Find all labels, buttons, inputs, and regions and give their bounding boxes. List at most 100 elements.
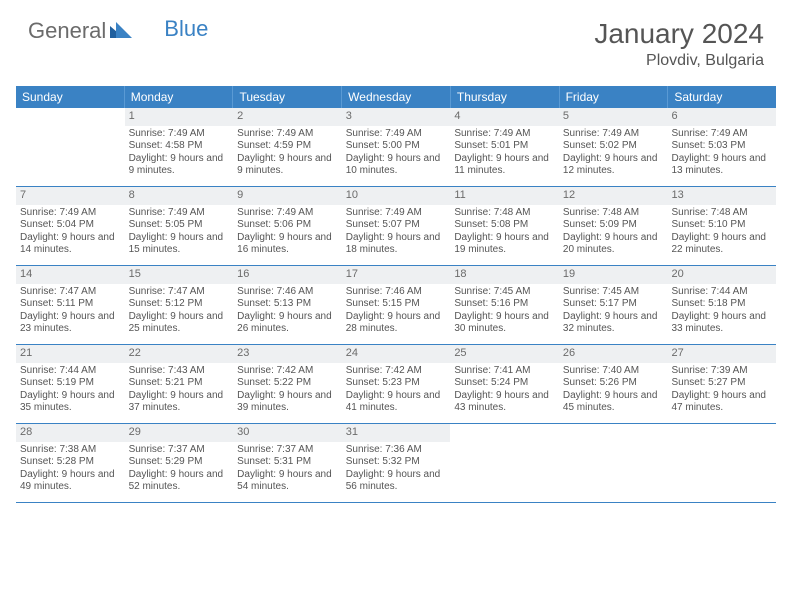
daylight-text: Daylight: 9 hours and 16 minutes.	[237, 232, 338, 257]
sunrise-text: Sunrise: 7:42 AM	[346, 365, 447, 378]
daylight-text: Daylight: 9 hours and 30 minutes.	[454, 311, 555, 336]
day-number: 19	[559, 266, 668, 284]
sunrise-text: Sunrise: 7:49 AM	[346, 128, 447, 141]
week-row: .1Sunrise: 7:49 AMSunset: 4:58 PMDayligh…	[16, 108, 776, 187]
day-number: 5	[559, 108, 668, 126]
weekday-thursday: Thursday	[451, 86, 560, 108]
sunset-text: Sunset: 5:09 PM	[563, 219, 664, 232]
day-cell: 7Sunrise: 7:49 AMSunset: 5:04 PMDaylight…	[16, 187, 125, 265]
day-number: 30	[233, 424, 342, 442]
day-number: 28	[16, 424, 125, 442]
day-cell: 22Sunrise: 7:43 AMSunset: 5:21 PMDayligh…	[125, 345, 234, 423]
day-body: Sunrise: 7:49 AMSunset: 5:00 PMDaylight:…	[342, 126, 451, 182]
sunset-text: Sunset: 4:59 PM	[237, 140, 338, 153]
day-body: Sunrise: 7:49 AMSunset: 4:58 PMDaylight:…	[125, 126, 234, 182]
day-body: Sunrise: 7:49 AMSunset: 5:05 PMDaylight:…	[125, 205, 234, 261]
day-number: 20	[667, 266, 776, 284]
day-number: 29	[125, 424, 234, 442]
sunset-text: Sunset: 5:02 PM	[563, 140, 664, 153]
day-number: 10	[342, 187, 451, 205]
day-cell: 23Sunrise: 7:42 AMSunset: 5:22 PMDayligh…	[233, 345, 342, 423]
sunrise-text: Sunrise: 7:48 AM	[563, 207, 664, 220]
day-body: Sunrise: 7:46 AMSunset: 5:13 PMDaylight:…	[233, 284, 342, 340]
day-number: 17	[342, 266, 451, 284]
sunset-text: Sunset: 5:12 PM	[129, 298, 230, 311]
sunrise-text: Sunrise: 7:41 AM	[454, 365, 555, 378]
daylight-text: Daylight: 9 hours and 19 minutes.	[454, 232, 555, 257]
sunset-text: Sunset: 5:16 PM	[454, 298, 555, 311]
day-cell: 16Sunrise: 7:46 AMSunset: 5:13 PMDayligh…	[233, 266, 342, 344]
day-number: 9	[233, 187, 342, 205]
day-number: 11	[450, 187, 559, 205]
day-body: Sunrise: 7:37 AMSunset: 5:31 PMDaylight:…	[233, 442, 342, 498]
day-cell: 11Sunrise: 7:48 AMSunset: 5:08 PMDayligh…	[450, 187, 559, 265]
day-cell: .	[16, 108, 125, 186]
day-number: 21	[16, 345, 125, 363]
sunset-text: Sunset: 5:13 PM	[237, 298, 338, 311]
sunset-text: Sunset: 5:08 PM	[454, 219, 555, 232]
day-cell: 14Sunrise: 7:47 AMSunset: 5:11 PMDayligh…	[16, 266, 125, 344]
day-cell: 6Sunrise: 7:49 AMSunset: 5:03 PMDaylight…	[667, 108, 776, 186]
sunrise-text: Sunrise: 7:39 AM	[671, 365, 772, 378]
day-cell: .	[450, 424, 559, 502]
day-body: Sunrise: 7:49 AMSunset: 5:04 PMDaylight:…	[16, 205, 125, 261]
sunset-text: Sunset: 5:21 PM	[129, 377, 230, 390]
day-body: Sunrise: 7:45 AMSunset: 5:16 PMDaylight:…	[450, 284, 559, 340]
sunset-text: Sunset: 5:22 PM	[237, 377, 338, 390]
weekday-wednesday: Wednesday	[342, 86, 451, 108]
sunset-text: Sunset: 5:28 PM	[20, 456, 121, 469]
sunrise-text: Sunrise: 7:47 AM	[20, 286, 121, 299]
day-body: Sunrise: 7:38 AMSunset: 5:28 PMDaylight:…	[16, 442, 125, 498]
sunset-text: Sunset: 5:07 PM	[346, 219, 447, 232]
daylight-text: Daylight: 9 hours and 54 minutes.	[237, 469, 338, 494]
day-cell: 29Sunrise: 7:37 AMSunset: 5:29 PMDayligh…	[125, 424, 234, 502]
day-cell: 15Sunrise: 7:47 AMSunset: 5:12 PMDayligh…	[125, 266, 234, 344]
location: Plovdiv, Bulgaria	[594, 52, 764, 70]
sunset-text: Sunset: 5:06 PM	[237, 219, 338, 232]
day-cell: 27Sunrise: 7:39 AMSunset: 5:27 PMDayligh…	[667, 345, 776, 423]
daylight-text: Daylight: 9 hours and 13 minutes.	[671, 153, 772, 178]
day-body: Sunrise: 7:49 AMSunset: 4:59 PMDaylight:…	[233, 126, 342, 182]
day-number: 1	[125, 108, 234, 126]
sunrise-text: Sunrise: 7:48 AM	[671, 207, 772, 220]
day-body: Sunrise: 7:37 AMSunset: 5:29 PMDaylight:…	[125, 442, 234, 498]
sunset-text: Sunset: 5:01 PM	[454, 140, 555, 153]
daylight-text: Daylight: 9 hours and 18 minutes.	[346, 232, 447, 257]
daylight-text: Daylight: 9 hours and 56 minutes.	[346, 469, 447, 494]
daylight-text: Daylight: 9 hours and 15 minutes.	[129, 232, 230, 257]
title-block: January 2024 Plovdiv, Bulgaria	[594, 18, 764, 70]
day-body: Sunrise: 7:36 AMSunset: 5:32 PMDaylight:…	[342, 442, 451, 498]
week-row: 14Sunrise: 7:47 AMSunset: 5:11 PMDayligh…	[16, 266, 776, 345]
daylight-text: Daylight: 9 hours and 47 minutes.	[671, 390, 772, 415]
day-body: Sunrise: 7:49 AMSunset: 5:07 PMDaylight:…	[342, 205, 451, 261]
sunset-text: Sunset: 5:03 PM	[671, 140, 772, 153]
daylight-text: Daylight: 9 hours and 20 minutes.	[563, 232, 664, 257]
sunrise-text: Sunrise: 7:49 AM	[563, 128, 664, 141]
day-cell: 30Sunrise: 7:37 AMSunset: 5:31 PMDayligh…	[233, 424, 342, 502]
week-row: 28Sunrise: 7:38 AMSunset: 5:28 PMDayligh…	[16, 424, 776, 503]
day-cell: 2Sunrise: 7:49 AMSunset: 4:59 PMDaylight…	[233, 108, 342, 186]
day-body: Sunrise: 7:48 AMSunset: 5:08 PMDaylight:…	[450, 205, 559, 261]
daylight-text: Daylight: 9 hours and 22 minutes.	[671, 232, 772, 257]
daylight-text: Daylight: 9 hours and 39 minutes.	[237, 390, 338, 415]
sunrise-text: Sunrise: 7:49 AM	[671, 128, 772, 141]
sunset-text: Sunset: 5:00 PM	[346, 140, 447, 153]
day-body: Sunrise: 7:43 AMSunset: 5:21 PMDaylight:…	[125, 363, 234, 419]
day-cell: 18Sunrise: 7:45 AMSunset: 5:16 PMDayligh…	[450, 266, 559, 344]
daylight-text: Daylight: 9 hours and 41 minutes.	[346, 390, 447, 415]
day-number: 8	[125, 187, 234, 205]
daylight-text: Daylight: 9 hours and 25 minutes.	[129, 311, 230, 336]
day-cell: 20Sunrise: 7:44 AMSunset: 5:18 PMDayligh…	[667, 266, 776, 344]
day-cell: 24Sunrise: 7:42 AMSunset: 5:23 PMDayligh…	[342, 345, 451, 423]
day-cell: 1Sunrise: 7:49 AMSunset: 4:58 PMDaylight…	[125, 108, 234, 186]
day-body: Sunrise: 7:48 AMSunset: 5:10 PMDaylight:…	[667, 205, 776, 261]
day-cell: 21Sunrise: 7:44 AMSunset: 5:19 PMDayligh…	[16, 345, 125, 423]
weekday-tuesday: Tuesday	[233, 86, 342, 108]
sunrise-text: Sunrise: 7:43 AM	[129, 365, 230, 378]
weekday-header-row: SundayMondayTuesdayWednesdayThursdayFrid…	[16, 86, 776, 108]
daylight-text: Daylight: 9 hours and 26 minutes.	[237, 311, 338, 336]
sunset-text: Sunset: 5:05 PM	[129, 219, 230, 232]
day-cell: .	[667, 424, 776, 502]
day-body: Sunrise: 7:47 AMSunset: 5:11 PMDaylight:…	[16, 284, 125, 340]
sunset-text: Sunset: 5:04 PM	[20, 219, 121, 232]
